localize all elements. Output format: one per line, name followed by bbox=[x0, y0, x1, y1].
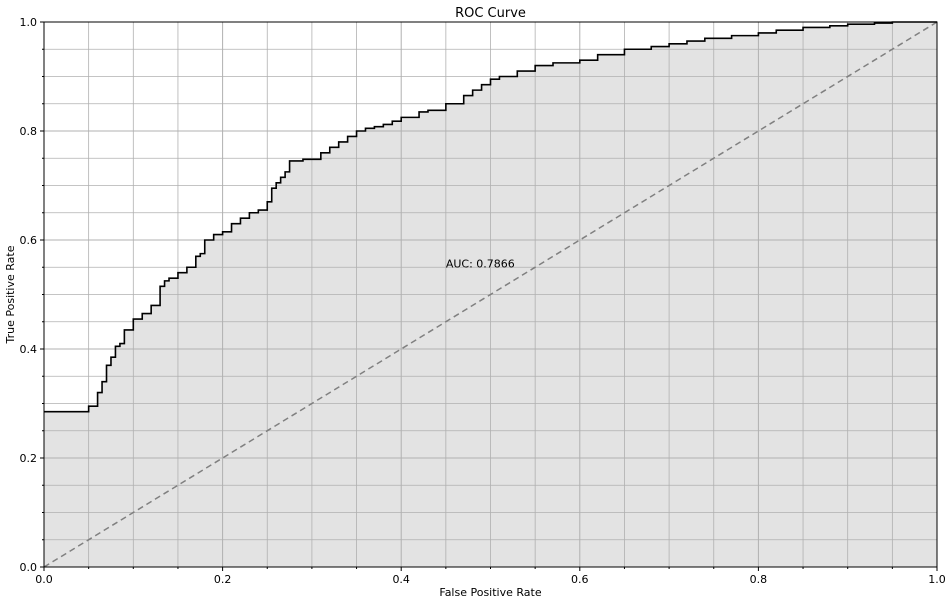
y-tick-label: 1.0 bbox=[20, 16, 38, 29]
y-tick-label: 0.2 bbox=[20, 452, 38, 465]
y-tick-label: 0.4 bbox=[20, 343, 38, 356]
x-tick-label: 0.0 bbox=[35, 573, 53, 586]
chance-diagonal-line bbox=[43, 21, 938, 568]
y-axis-title: True Positive Rate bbox=[4, 245, 17, 344]
chart-title: ROC Curve bbox=[455, 6, 526, 21]
tick-layer: 0.0 0.2 0.4 0.6 0.8 1.0 0.0 0.2 0.4 0.6 0.8 1.0 bbox=[20, 16, 946, 586]
y-tick-label: 0.8 bbox=[20, 125, 38, 138]
y-tick-label: 0.6 bbox=[20, 234, 38, 247]
auc-annotation: AUC: 0.7866 bbox=[446, 257, 515, 270]
y-tick-label: 0.0 bbox=[20, 561, 38, 574]
grid-layer bbox=[44, 22, 937, 567]
series-layer bbox=[43, 21, 938, 568]
x-tick-label: 0.2 bbox=[214, 573, 232, 586]
x-axis-title: False Positive Rate bbox=[439, 586, 541, 599]
x-tick-label: 0.8 bbox=[750, 573, 768, 586]
roc-curve-line bbox=[44, 21, 937, 413]
x-tick-label: 1.0 bbox=[928, 573, 946, 586]
x-tick-label: 0.4 bbox=[392, 573, 410, 586]
x-tick-label: 0.6 bbox=[571, 573, 589, 586]
